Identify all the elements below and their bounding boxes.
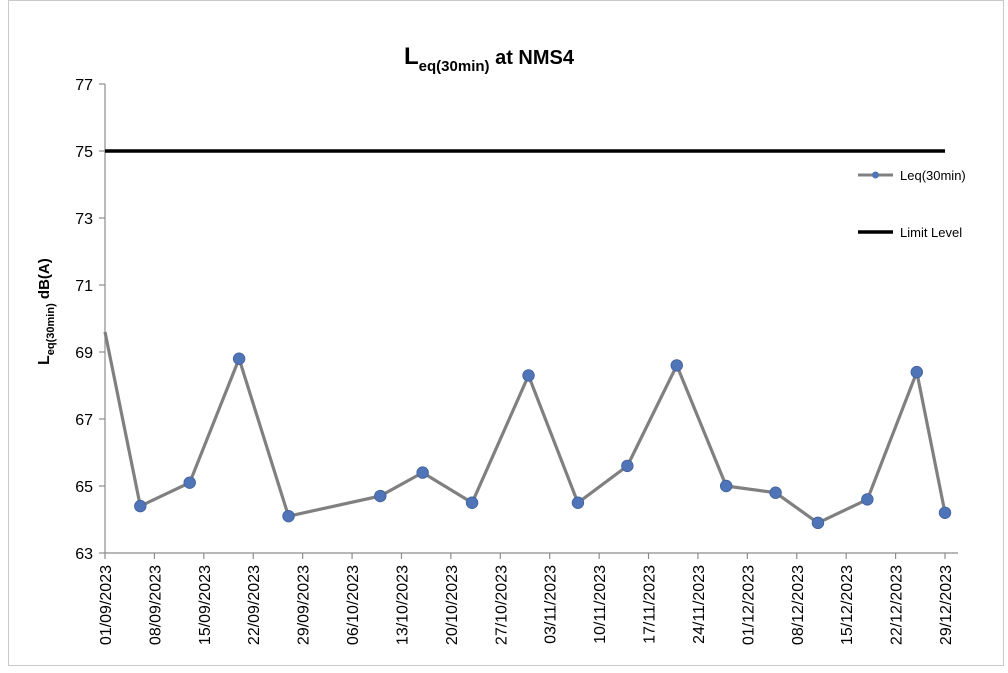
leq-data-point (522, 369, 535, 382)
leq-data-point (134, 499, 147, 513)
series-layer (103, 149, 952, 530)
x-tick-label: 29/12/2023 (938, 565, 955, 645)
leq-data-point (282, 509, 295, 523)
legend-limit-label: Limit Level (900, 225, 962, 240)
y-tick-label: 77 (75, 77, 93, 94)
y-tick-label: 73 (75, 211, 93, 228)
y-tick-label: 69 (75, 345, 93, 362)
y-axis-label-main: L (36, 355, 53, 365)
y-axis-label-rest: dB(A) (36, 258, 53, 303)
chart-title-rest: at NMS4 (490, 47, 575, 69)
leq-data-point (769, 486, 782, 499)
leq-data-point (183, 476, 196, 489)
y-tick-label: 71 (75, 278, 93, 295)
y-tick-label: 63 (75, 546, 93, 563)
chart-title-subscript: eq(30min) (419, 58, 490, 75)
leq-data-point (670, 359, 683, 372)
x-ticks: 01/09/2023 08/09/2023 15/09/2023 22/09/2023… (98, 553, 955, 645)
leq-data-point (861, 493, 874, 506)
x-tick-label: 27/10/2023 (493, 565, 510, 645)
y-tick-label: 65 (75, 479, 93, 496)
chart-title: Leq(30min) at NMS4 (404, 43, 575, 75)
legend-leq-label: Leq(30min) (900, 168, 966, 183)
y-tick-label: 75 (75, 144, 93, 161)
leq-data-point (374, 489, 387, 503)
x-tick-label: 22/09/2023 (246, 565, 263, 645)
y-axis-label: Leq(30min) dB(A) (36, 258, 57, 365)
legend: Leq(30min) Limit Level (858, 168, 966, 240)
leq-data-point (465, 496, 479, 509)
x-tick-label: 29/09/2023 (296, 565, 313, 645)
x-tick-label: 13/10/2023 (394, 565, 411, 645)
legend-leq-marker (872, 171, 879, 179)
leq-data-point (719, 479, 733, 493)
x-tick-label: 15/12/2023 (839, 565, 856, 645)
x-tick-label: 22/12/2023 (889, 565, 906, 645)
x-tick-label: 20/10/2023 (444, 565, 461, 645)
chart-frame (8, 0, 1004, 666)
leq-data-point (811, 516, 825, 530)
y-tick-label: 67 (75, 412, 93, 429)
leq-data-point (621, 459, 634, 473)
leq-data-point (571, 496, 585, 509)
x-tick-label: 15/09/2023 (197, 565, 214, 645)
y-axis-label-subscript: eq(30min) (45, 303, 57, 355)
leq-data-point (910, 365, 923, 379)
x-tick-label: 10/11/2023 (592, 565, 609, 644)
leq-data-point (232, 352, 246, 365)
x-tick-label: 01/12/2023 (740, 565, 757, 645)
x-tick-label: 08/12/2023 (790, 565, 807, 645)
x-tick-label: 03/11/2023 (543, 565, 560, 644)
leq-data-point (416, 466, 429, 479)
x-tick-label: 24/11/2023 (691, 565, 708, 644)
x-tick-label: 17/11/2023 (642, 565, 659, 644)
y-ticks: 63 65 67 69 71 73 75 77 (75, 77, 105, 563)
chart-title-main: L (404, 43, 419, 70)
x-tick-label: 08/09/2023 (147, 565, 164, 645)
leq-series-line (103, 331, 947, 525)
leq-data-point (938, 506, 952, 520)
x-tick-label: 01/09/2023 (98, 565, 115, 645)
x-tick-label: 06/10/2023 (345, 565, 362, 645)
